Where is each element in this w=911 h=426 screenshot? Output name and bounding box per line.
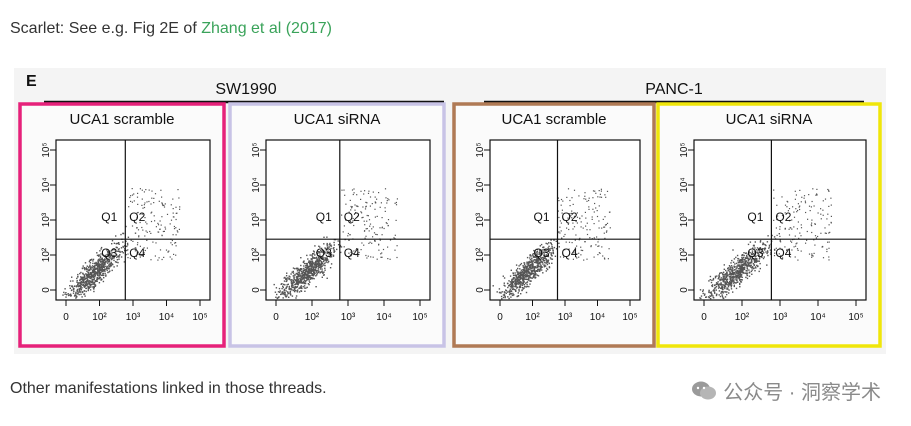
scatter-points [699, 188, 832, 300]
panel-4: UCA1 siRNA Q1 Q2 Q3 Q4 0 10² 10³ 10⁴ 10⁵ 0 10² 10³ 10… [656, 102, 882, 348]
x-tick-label: 10⁵ [412, 312, 427, 323]
x-tick-label: 10⁴ [590, 312, 605, 323]
x-tick-label: 0 [701, 312, 707, 323]
quadrant-label-q4: Q4 [561, 246, 577, 260]
quadrant-label-q2: Q2 [129, 210, 145, 224]
group-label-panc1: PANC-1 [645, 81, 703, 98]
y-tick-label: 10⁵ [475, 142, 486, 157]
footer-text: Other manifestations linked in those thr… [10, 380, 327, 397]
y-tick-label: 0 [679, 287, 690, 293]
wechat-icon [692, 381, 717, 399]
quadrant-label-q3: Q3 [101, 246, 117, 260]
y-tick-label: 0 [41, 287, 52, 293]
panel-3: UCA1 scramble Q1 Q2 Q3 Q4 0 10² 10³ 10⁴ 10⁵ 0 10² 10… [452, 102, 656, 348]
y-tick-label: 0 [251, 287, 262, 293]
quadrant-label-q3: Q3 [533, 246, 549, 260]
y-tick-label: 10⁴ [41, 177, 52, 192]
x-tick-label: 0 [497, 312, 503, 323]
x-tick-label: 10⁴ [376, 312, 391, 323]
figure-svg: E SW1990 PANC-1 UCA1 scramble Q1 Q2 Q3 Q4 0 10… [14, 68, 886, 354]
y-tick-label: 10³ [251, 212, 262, 227]
x-tick-label: 10² [92, 312, 107, 323]
y-tick-label: 10⁴ [475, 177, 486, 192]
y-tick-label: 0 [475, 287, 486, 293]
caption-line: Scarlet: See e.g. Fig 2E of Zhang et al … [10, 20, 332, 38]
y-tick-label: 10³ [41, 212, 52, 227]
quadrant-label-q1: Q1 [316, 210, 332, 224]
x-tick-label: 10² [525, 312, 540, 323]
y-tick-label: 10⁵ [41, 142, 52, 157]
x-tick-label: 10² [305, 312, 320, 323]
quadrant-label-q2: Q2 [344, 210, 360, 224]
y-tick-label: 10⁴ [251, 177, 262, 192]
quadrant-label-q4: Q4 [129, 246, 145, 260]
x-tick-label: 10³ [341, 312, 356, 323]
panel-1: UCA1 scramble Q1 Q2 Q3 Q4 0 10² 10³ 10⁴ 10⁵ 0 10² 10… [18, 102, 226, 348]
y-tick-label: 10⁵ [251, 142, 262, 157]
panel-letter: E [26, 73, 37, 90]
panel-2: UCA1 siRNA Q1 Q2 Q3 Q4 0 10² 10³ 10⁴ 10⁵ 0 10² 10³ 10… [228, 102, 446, 348]
x-tick-label: 10³ [126, 312, 141, 323]
y-tick-label: 10⁵ [679, 142, 690, 157]
x-tick-label: 10⁴ [810, 312, 825, 323]
quadrant-label-q3: Q3 [747, 246, 763, 260]
quadrant-label-q1: Q1 [101, 210, 117, 224]
x-tick-label: 10² [735, 312, 750, 323]
scatter-points [62, 188, 181, 299]
y-tick-label: 10⁴ [679, 177, 690, 192]
x-tick-label: 0 [273, 312, 279, 323]
quadrant-label-q2: Q2 [775, 210, 791, 224]
group-label-sw1990: SW1990 [215, 81, 276, 98]
watermark-text: 公众号 · 洞察学术 [723, 382, 881, 404]
x-tick-label: 10⁵ [848, 312, 863, 323]
panel-title: UCA1 scramble [69, 111, 174, 128]
caption-prefix: Scarlet: See e.g. Fig 2E of [10, 20, 202, 37]
quadrant-label-q4: Q4 [775, 246, 791, 260]
panel-title: UCA1 siRNA [726, 111, 813, 128]
y-tick-label: 10² [251, 247, 262, 262]
y-tick-label: 10² [41, 247, 52, 262]
quadrant-label-q1: Q1 [533, 210, 549, 224]
scatter-points [273, 188, 398, 300]
panel-title: UCA1 scramble [501, 111, 606, 128]
x-tick-label: 10³ [558, 312, 573, 323]
quadrant-label-q4: Q4 [344, 246, 360, 260]
x-tick-label: 10⁴ [159, 312, 174, 323]
quadrant-label-q2: Q2 [561, 210, 577, 224]
y-tick-label: 10³ [679, 212, 690, 227]
y-tick-label: 10³ [475, 212, 486, 227]
flow-cytometry-figure: E SW1990 PANC-1 UCA1 scramble Q1 Q2 Q3 Q4 0 10… [14, 68, 886, 354]
panel-title: UCA1 siRNA [294, 111, 381, 128]
x-tick-label: 0 [63, 312, 69, 323]
x-tick-label: 10⁵ [622, 312, 637, 323]
quadrant-label-q1: Q1 [747, 210, 763, 224]
x-tick-label: 10⁵ [192, 312, 207, 323]
y-tick-label: 10² [475, 247, 486, 262]
quadrant-label-q3: Q3 [316, 246, 332, 260]
scatter-points [492, 188, 611, 300]
watermark: 公众号 · 洞察学术 [691, 376, 881, 405]
y-tick-label: 10² [679, 247, 690, 262]
citation-link[interactable]: Zhang et al (2017) [201, 20, 332, 37]
x-tick-label: 10³ [773, 312, 788, 323]
